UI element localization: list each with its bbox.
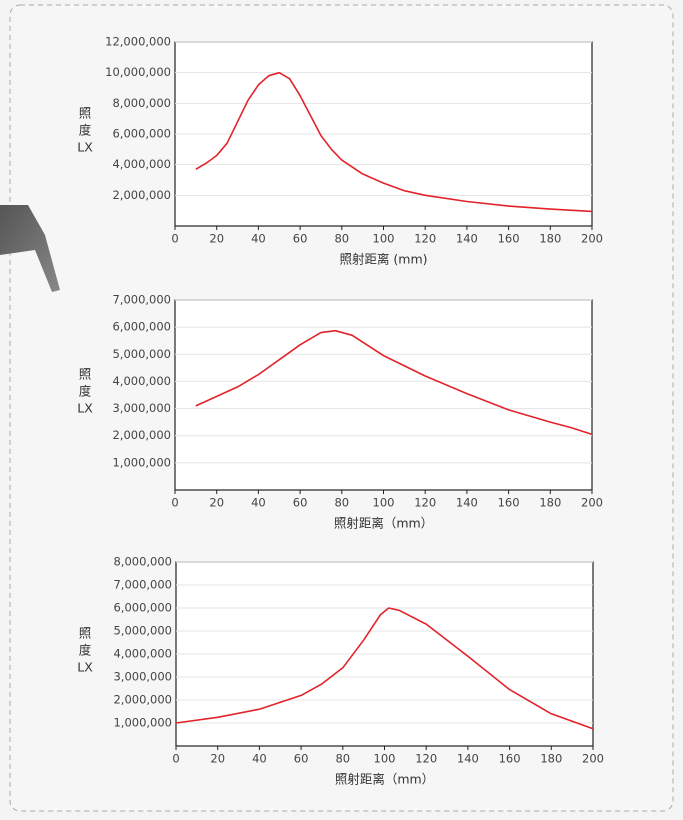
y-axis-label: 照 [79,626,92,641]
x-tick-label: 0 [172,752,179,766]
x-tick-label: 100 [373,496,395,510]
x-tick-label: 140 [456,496,478,510]
y-tick-label: 12,000,000 [105,35,171,49]
x-tick-label: 60 [293,232,308,246]
x-tick-label: 20 [210,752,225,766]
x-tick-label: 80 [335,752,350,766]
y-tick-label: 7,000,000 [112,293,171,307]
y-tick-label: 4,000,000 [112,157,171,171]
x-tick-label: 120 [414,232,436,246]
x-tick-label: 40 [251,496,266,510]
x-tick-label: 80 [334,232,349,246]
x-tick-label: 180 [539,496,561,510]
x-tick-label: 200 [581,496,603,510]
x-tick-label: 120 [414,496,436,510]
y-axis-label: 度 [79,384,92,399]
x-tick-label: 200 [582,752,604,766]
y-tick-label: 4,000,000 [113,647,172,661]
x-axis-label: 照射距离（mm） [334,516,433,531]
y-tick-label: 7,000,000 [113,578,172,592]
x-axis-label: 照射距离（mm） [335,772,434,787]
x-tick-label: 60 [293,496,308,510]
x-tick-label: 20 [209,496,224,510]
y-tick-label: 2,000,000 [112,428,171,442]
y-tick-label: 5,000,000 [112,347,171,361]
x-tick-label: 160 [498,232,520,246]
x-tick-label: 160 [498,496,520,510]
y-tick-label: 2,000,000 [112,188,171,202]
y-axis-label: LX [77,140,93,155]
x-tick-label: 200 [581,232,603,246]
x-tick-label: 100 [373,232,395,246]
data-line [195,71,593,213]
y-axis-label: 照 [79,106,92,121]
y-tick-label: 5,000,000 [113,624,172,638]
y-tick-label: 3,000,000 [113,670,172,684]
device-image [0,205,60,292]
x-tick-label: 120 [415,752,437,766]
y-tick-label: 8,000,000 [112,96,171,110]
y-tick-label: 4,000,000 [112,374,171,388]
y-tick-label: 6,000,000 [112,320,171,334]
data-line [175,607,594,730]
x-tick-label: 20 [209,232,224,246]
x-tick-label: 180 [539,232,561,246]
x-axis-label: 照射距离 (mm) [339,252,427,267]
y-tick-label: 1,000,000 [113,716,172,730]
x-tick-label: 80 [334,496,349,510]
x-tick-label: 180 [540,752,562,766]
y-tick-label: 10,000,000 [105,65,171,79]
y-tick-label: 6,000,000 [113,601,172,615]
y-axis-label: 度 [79,643,92,658]
plot-area [174,299,593,491]
x-tick-label: 60 [294,752,309,766]
y-tick-label: 8,000,000 [113,555,172,569]
x-tick-label: 140 [456,232,478,246]
y-tick-label: 6,000,000 [112,127,171,141]
y-tick-label: 1,000,000 [112,455,171,469]
data-line [195,329,593,436]
x-tick-label: 40 [252,752,267,766]
x-tick-label: 40 [251,232,266,246]
y-axis-label: 度 [79,123,92,138]
y-tick-label: 2,000,000 [113,693,172,707]
y-axis-label: 照 [79,367,92,382]
x-tick-label: 140 [457,752,479,766]
x-tick-label: 0 [171,496,178,510]
x-tick-label: 100 [374,752,396,766]
x-tick-label: 0 [171,232,178,246]
y-tick-label: 3,000,000 [112,401,171,415]
y-axis-label: LX [77,401,93,416]
x-tick-label: 160 [499,752,521,766]
y-axis-label: LX [77,660,93,675]
